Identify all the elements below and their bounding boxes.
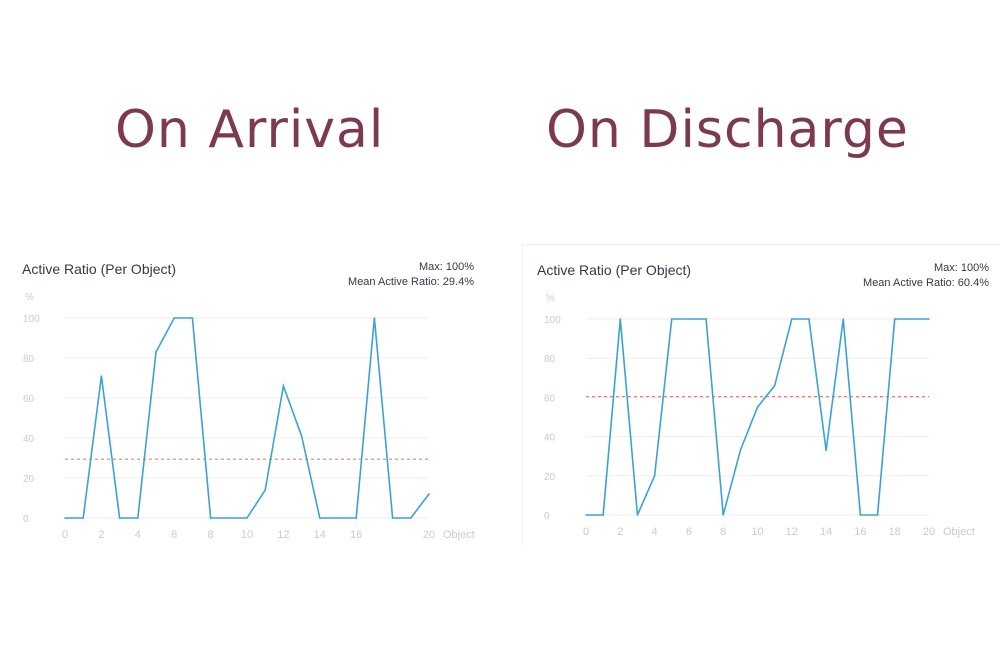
x-tick-label: 16 [350, 529, 362, 541]
y-axis-label: % [25, 292, 34, 303]
y-axis-label: % [546, 293, 555, 304]
data-point [337, 517, 339, 519]
data-point [756, 406, 759, 408]
data-point [319, 517, 321, 519]
heading-on-arrival: On Arrival [115, 100, 385, 160]
data-point [373, 317, 376, 319]
y-tick-label: 60 [23, 394, 35, 405]
x-tick-label: 10 [241, 529, 253, 541]
x-tick-label: 4 [135, 529, 141, 541]
y-tick-label: 60 [544, 393, 556, 404]
data-point [300, 435, 303, 437]
x-tick-label: 10 [751, 526, 763, 538]
y-tick-label: 80 [544, 354, 556, 365]
x-tick-label: 6 [686, 526, 692, 538]
mean-label: Mean Active Ratio: 29.4% [348, 276, 474, 288]
x-tick-label: 14 [820, 526, 832, 538]
x-tick-label: 2 [617, 526, 623, 538]
x-tick-label: 20 [923, 526, 935, 538]
data-point [773, 384, 776, 387]
y-tick-label: 100 [544, 315, 561, 326]
data-point [410, 517, 412, 519]
x-tick-label: 8 [720, 526, 726, 538]
chart-arrival: Active Ratio (Per Object) Max: 100% Mean A… [22, 261, 475, 541]
y-tick-label: 40 [544, 433, 556, 444]
max-label: Max: 100% [934, 262, 989, 274]
max-label: Max: 100% [419, 261, 474, 273]
data-point [602, 514, 604, 516]
data-point [636, 514, 639, 516]
data-point [859, 514, 862, 516]
data-point [355, 517, 358, 519]
x-tick-label: 12 [786, 526, 798, 538]
data-point [209, 517, 212, 519]
data-point [791, 318, 793, 320]
y-tick-label: 40 [23, 434, 35, 445]
data-point [173, 317, 175, 319]
chart-panel-discharge: Active Ratio (Per Object) Max: 100% Mean A… [522, 244, 1000, 545]
data-point [246, 517, 248, 519]
data-point [191, 317, 194, 319]
x-tick-label: 4 [652, 526, 658, 538]
x-axis-label: Object [943, 526, 975, 538]
x-tick-label: 0 [583, 526, 589, 538]
data-point [911, 318, 913, 320]
data-point [619, 318, 622, 320]
mean-label: Mean Active Ratio: 60.4% [863, 277, 989, 289]
data-point [64, 517, 66, 519]
x-axis-label: Object [443, 529, 475, 541]
y-tick-label: 0 [23, 514, 29, 525]
chart-title: Active Ratio (Per Object) [537, 262, 691, 278]
x-tick-label: 18 [889, 526, 901, 538]
x-tick-label: 12 [277, 529, 289, 541]
chart-discharge: Active Ratio (Per Object) Max: 100% Mean A… [537, 262, 989, 538]
x-tick-label: 6 [171, 529, 177, 541]
data-point [688, 318, 690, 320]
data-point [282, 385, 285, 387]
y-tick-label: 0 [544, 511, 550, 522]
chart-panel-arrival: Active Ratio (Per Object) Max: 100% Mean A… [8, 244, 486, 544]
data-point [842, 318, 845, 320]
data-point [137, 517, 139, 519]
x-tick-label: 20 [423, 529, 435, 541]
data-point [428, 493, 430, 495]
data-point [722, 514, 724, 516]
series-line [65, 317, 430, 519]
data-point [118, 517, 121, 519]
y-tick-label: 20 [544, 472, 556, 483]
series-line [586, 318, 929, 516]
data-point [705, 318, 707, 320]
data-point [808, 318, 810, 320]
data-point [585, 514, 587, 516]
y-tick-label: 80 [23, 354, 35, 365]
data-point [155, 351, 157, 353]
x-tick-label: 14 [314, 529, 326, 541]
data-point [893, 318, 896, 320]
chart-title: Active Ratio (Per Object) [22, 261, 176, 277]
y-tick-label: 100 [23, 314, 40, 325]
x-tick-label: 2 [98, 529, 104, 541]
data-point [264, 489, 267, 491]
data-point [391, 517, 394, 519]
data-point [739, 449, 742, 452]
data-point [876, 514, 879, 516]
data-point [928, 318, 930, 320]
data-point [653, 475, 656, 477]
data-point [228, 517, 230, 519]
heading-on-discharge: On Discharge [546, 100, 909, 160]
data-point [670, 318, 673, 320]
data-point [825, 449, 827, 452]
data-point [100, 375, 103, 377]
x-tick-label: 16 [854, 526, 866, 538]
y-tick-label: 20 [23, 474, 35, 485]
x-tick-label: 0 [62, 529, 68, 541]
x-tick-label: 8 [208, 529, 214, 541]
data-point [82, 517, 84, 519]
